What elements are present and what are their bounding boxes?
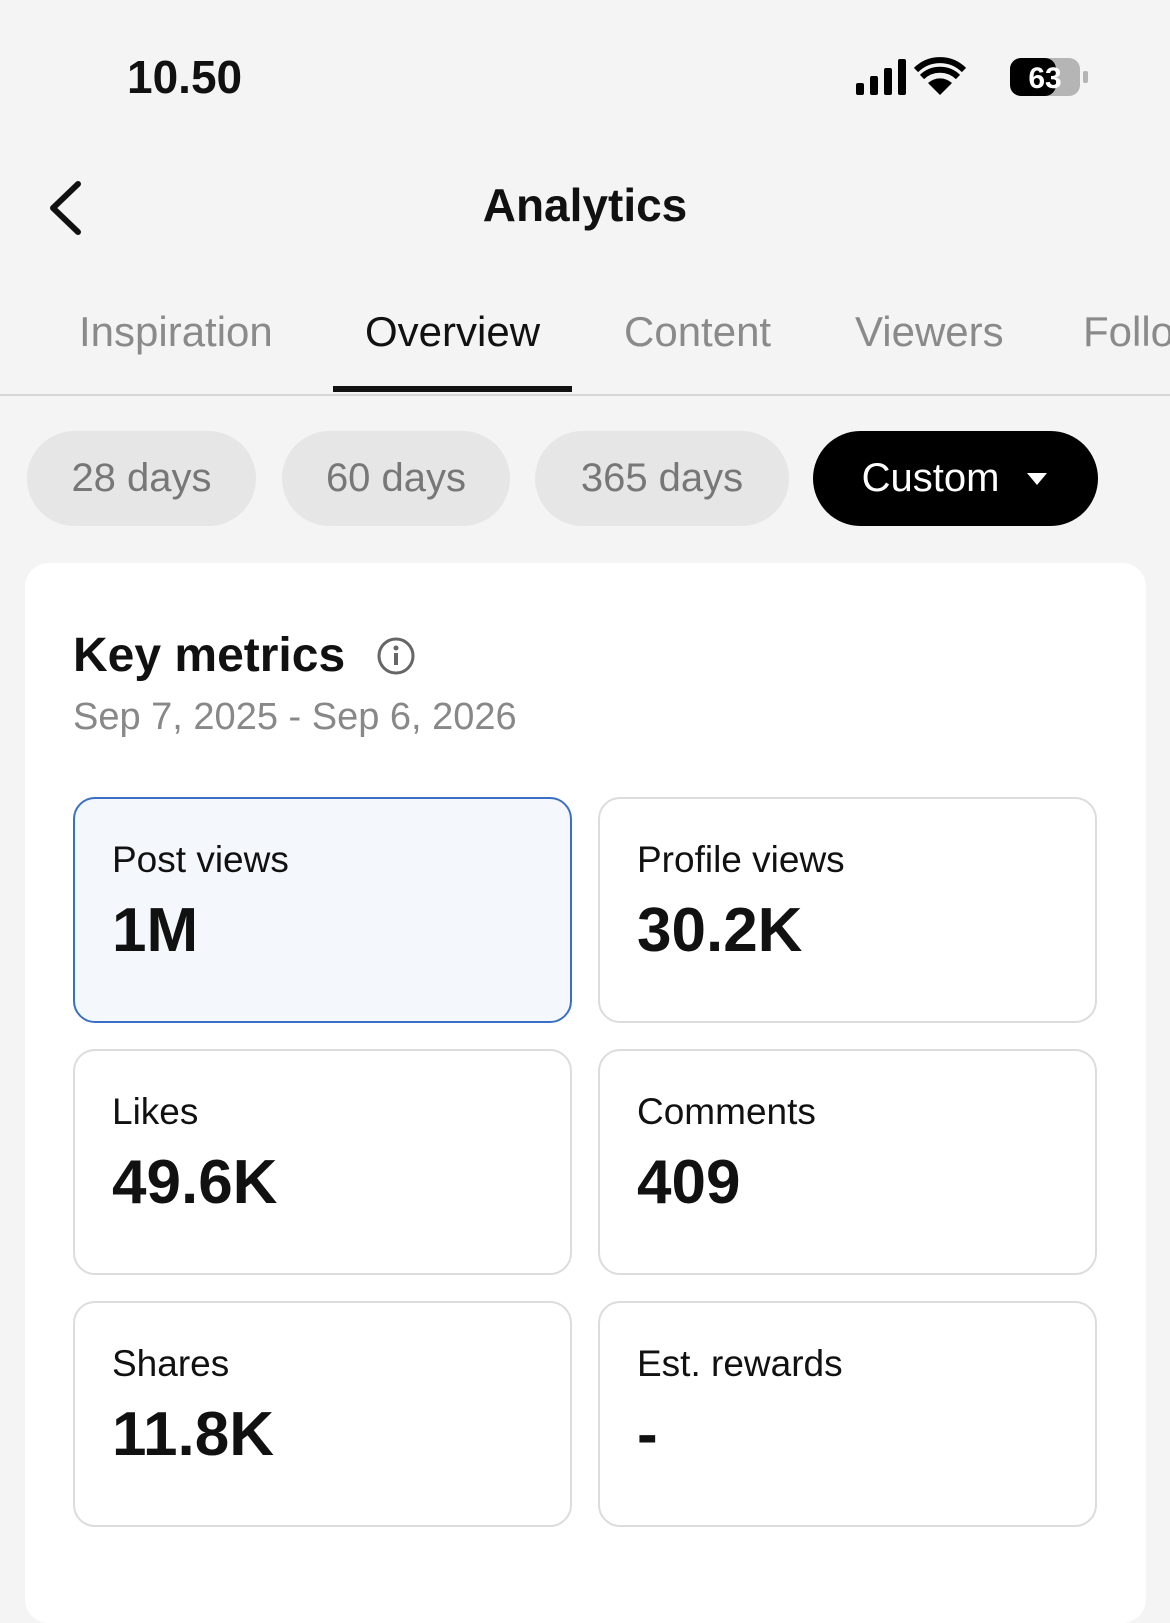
tab[interactable]: Inspiration: [79, 308, 273, 355]
filter-label: 28 days: [71, 456, 212, 500]
date-range: Sep 7, 2025 - Sep 6, 2026: [73, 696, 517, 738]
tab[interactable]: Viewers: [855, 308, 1004, 355]
filter-label: Custom: [861, 456, 1000, 500]
metric-value: 49.6K: [112, 1148, 278, 1217]
status-icons: 63: [856, 57, 1088, 96]
metric-label: Est. rewards: [637, 1343, 843, 1384]
metric-tile[interactable]: Est. rewards -: [598, 1301, 1097, 1527]
tab[interactable]: Content: [624, 308, 772, 355]
filter-chip[interactable]: 28 days: [27, 431, 256, 526]
filter-chip[interactable]: 60 days: [282, 431, 510, 526]
metric-value: -: [637, 1400, 658, 1469]
metric-tile[interactable]: Comments 409: [598, 1049, 1097, 1275]
filter-chip[interactable]: Custom: [813, 431, 1098, 526]
metric-value: 11.8K: [112, 1400, 275, 1469]
tab-indicator: [333, 386, 572, 392]
tab-bar: Inspiration Overview Content Viewers Followe…: [0, 300, 1170, 396]
metric-label: Profile views: [637, 839, 845, 880]
filter-label: 365 days: [580, 456, 744, 500]
tab[interactable]: Followers: [1083, 308, 1170, 355]
tab[interactable]: Overview: [365, 308, 541, 355]
metric-tile[interactable]: Shares 11.8K: [73, 1301, 572, 1527]
metric-tile[interactable]: Profile views 30.2K: [598, 797, 1097, 1023]
metric-label: Comments: [637, 1091, 816, 1132]
dropdown-arrow: [1027, 472, 1048, 485]
status-time: 10.50: [127, 51, 243, 103]
filter-label: 60 days: [325, 456, 467, 500]
page-title: Analytics: [482, 179, 688, 231]
metric-tile[interactable]: Likes 49.6K: [73, 1049, 572, 1275]
metric-value: 1M: [112, 896, 199, 965]
metric-label: Post views: [112, 839, 289, 880]
metric-label: Shares: [112, 1343, 230, 1384]
info-icon[interactable]: [376, 636, 416, 676]
metric-label: Likes: [112, 1091, 199, 1132]
metric-value: 30.2K: [637, 896, 803, 965]
metric-tile[interactable]: Post views 1M: [73, 797, 572, 1023]
card-title: Key metrics: [73, 629, 346, 682]
metric-value: 409: [637, 1148, 741, 1217]
battery-level: 63: [1028, 62, 1061, 95]
back-button[interactable]: [45, 180, 85, 236]
filter-chip[interactable]: 365 days: [535, 431, 789, 526]
